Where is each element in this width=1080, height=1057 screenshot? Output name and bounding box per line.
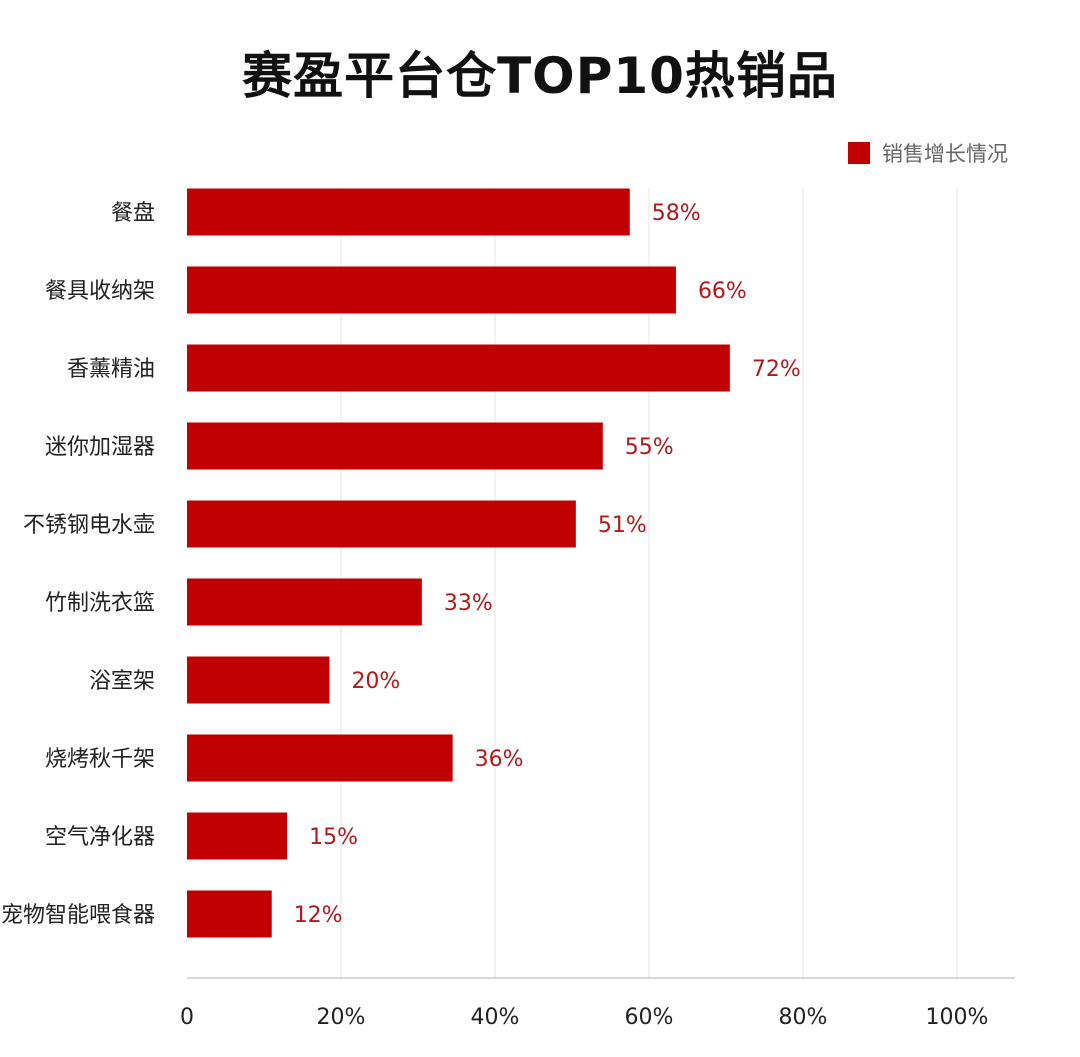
category-label: 香薰精油 bbox=[67, 357, 155, 382]
value-label: 20% bbox=[351, 669, 400, 694]
value-label: 72% bbox=[752, 357, 801, 382]
bar bbox=[187, 812, 288, 860]
x-tick-label: 80% bbox=[779, 1005, 828, 1030]
category-label: 餐盘 bbox=[111, 201, 155, 226]
bar bbox=[187, 734, 453, 782]
value-label: 33% bbox=[444, 591, 493, 616]
x-axis: 0 20% 40% 60% 80% 100% bbox=[180, 977, 1015, 1030]
bar bbox=[187, 422, 603, 470]
category-label: 不锈钢电水壶 bbox=[23, 513, 155, 538]
category-labels: 餐盘餐具收纳架香薰精油迷你加湿器不锈钢电水壶竹制洗衣篮浴室架烧烤秋千架空气净化器… bbox=[1, 201, 155, 928]
bar bbox=[187, 656, 330, 704]
category-label: 竹制洗衣篮 bbox=[45, 591, 155, 616]
value-label: 36% bbox=[475, 747, 524, 772]
value-label: 12% bbox=[294, 903, 343, 928]
category-label: 浴室架 bbox=[89, 669, 155, 694]
chart-title: 赛盈平台仓TOP10热销品 bbox=[242, 47, 838, 105]
gridlines bbox=[340, 188, 958, 978]
value-label: 66% bbox=[698, 279, 747, 304]
x-tick-label: 100% bbox=[926, 1005, 989, 1030]
bar bbox=[187, 344, 730, 392]
bar bbox=[187, 500, 576, 548]
x-tick-label: 60% bbox=[625, 1005, 674, 1030]
x-tick-label: 40% bbox=[471, 1005, 520, 1030]
bar bbox=[187, 266, 676, 314]
x-tick-label: 0 bbox=[180, 1005, 194, 1030]
category-label: 宠物智能喂食器 bbox=[1, 903, 155, 928]
category-label: 空气净化器 bbox=[45, 825, 155, 850]
legend-swatch bbox=[848, 142, 870, 164]
bars bbox=[187, 188, 730, 938]
bar bbox=[187, 188, 630, 236]
category-label: 餐具收纳架 bbox=[45, 279, 155, 304]
bar bbox=[187, 578, 422, 626]
value-label: 15% bbox=[309, 825, 358, 850]
value-label: 55% bbox=[625, 435, 674, 460]
value-labels: 58% 66% 72% 55% 51% 33% 20% 36% 15% 12% bbox=[294, 201, 801, 928]
value-label: 51% bbox=[598, 513, 647, 538]
value-label: 58% bbox=[652, 201, 701, 226]
x-tick-label: 20% bbox=[317, 1005, 366, 1030]
legend: 销售增长情况 bbox=[848, 140, 1008, 166]
legend-label: 销售增长情况 bbox=[882, 142, 1008, 166]
category-label: 烧烤秋千架 bbox=[45, 747, 155, 772]
bar bbox=[187, 890, 272, 938]
category-label: 迷你加湿器 bbox=[45, 435, 155, 460]
